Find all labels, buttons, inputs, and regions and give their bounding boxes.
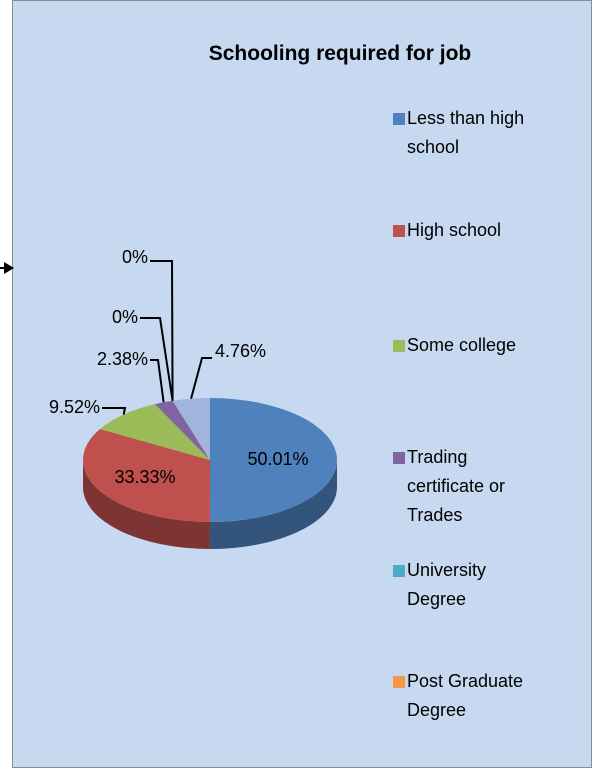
- legend-label: Less than high school: [407, 108, 525, 157]
- legend-label: Trading certificate or Trades: [407, 447, 506, 525]
- slice: [154, 400, 210, 460]
- legend-label: High school: [407, 220, 502, 240]
- leader-line: [150, 260, 174, 401]
- legend-swatch: [393, 452, 405, 464]
- leader-line: [190, 357, 212, 399]
- data-label: 33.33%: [114, 467, 175, 487]
- slice-side: [209, 460, 337, 549]
- leader-line: [140, 317, 174, 401]
- data-label: 0%: [122, 247, 148, 267]
- legend-swatch: [393, 113, 405, 125]
- data-label: 4.76%: [215, 341, 266, 361]
- legend-swatch: [393, 225, 405, 237]
- data-label: 2.38%: [97, 349, 148, 369]
- legend-label: University Degree: [407, 560, 487, 609]
- chart-area: [12, 0, 592, 768]
- leader-line: [102, 407, 127, 415]
- slice: [83, 428, 210, 522]
- slice: [172, 398, 210, 460]
- legend-swatch: [393, 340, 405, 352]
- slice: [100, 404, 210, 460]
- arrow-head: [4, 262, 14, 274]
- legend-swatch: [393, 565, 405, 577]
- legend-swatch: [393, 676, 405, 688]
- leader-line: [150, 359, 165, 403]
- slice-side: [83, 460, 210, 549]
- data-label: 0%: [112, 307, 138, 327]
- chart-title: Schooling required for job: [208, 42, 472, 65]
- slice: [209, 398, 337, 522]
- legend-label: Some college: [407, 335, 517, 355]
- data-label: 50.01%: [247, 449, 308, 469]
- slice-side-shade: [83, 460, 210, 549]
- legend-label: Post Graduate Degree: [407, 671, 524, 720]
- slice-side-shade: [209, 460, 337, 549]
- data-label: 9.52%: [49, 397, 100, 417]
